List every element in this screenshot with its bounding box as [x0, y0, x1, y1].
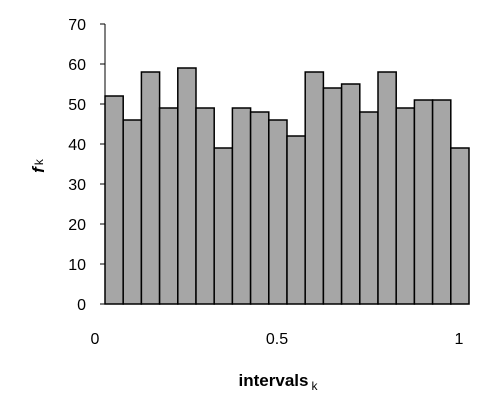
y-tick-label-40: 40 [68, 137, 86, 154]
bar-3 [140, 71, 161, 305]
y-tick-label-30: 30 [68, 177, 86, 194]
y-tick-label-70: 70 [68, 17, 86, 34]
bar-14 [340, 83, 361, 305]
bar-7 [213, 147, 234, 305]
bar-5 [177, 67, 197, 305]
bar-18 [413, 99, 434, 305]
bar-6 [195, 107, 215, 305]
x-tick-labels: 0 0.5 1 [91, 331, 464, 348]
y-tick-label-20: 20 [68, 217, 86, 234]
y-tick-label-60: 60 [68, 57, 86, 74]
bar-10 [268, 119, 288, 305]
y-tick-labels: 0 10 20 30 40 50 60 70 [68, 17, 86, 314]
y-tick-label-10: 10 [68, 257, 86, 274]
x-tick-label-2: 1 [455, 331, 464, 348]
bar-15 [359, 111, 379, 305]
bars-group [104, 67, 470, 305]
y-tick-label-0: 0 [77, 297, 86, 314]
bar-1 [104, 95, 124, 305]
y-tick-label-50: 50 [68, 97, 86, 114]
bar-2 [122, 119, 143, 305]
bar-16 [377, 71, 397, 305]
bar-12 [304, 71, 325, 305]
x-tick-label-0: 0 [91, 331, 100, 348]
bar-4 [158, 107, 179, 305]
bar-8 [231, 107, 252, 305]
bar-20 [450, 147, 470, 305]
y-axis [100, 23, 106, 305]
bar-13 [322, 87, 343, 305]
x-axis-title: intervals k [239, 371, 319, 393]
x-tick-label-1: 0.5 [266, 331, 288, 348]
bar-19 [431, 99, 452, 305]
bar-11 [286, 135, 306, 305]
bar-9 [249, 111, 270, 305]
bar-17 [395, 107, 416, 305]
y-axis-title: fk [29, 158, 48, 173]
